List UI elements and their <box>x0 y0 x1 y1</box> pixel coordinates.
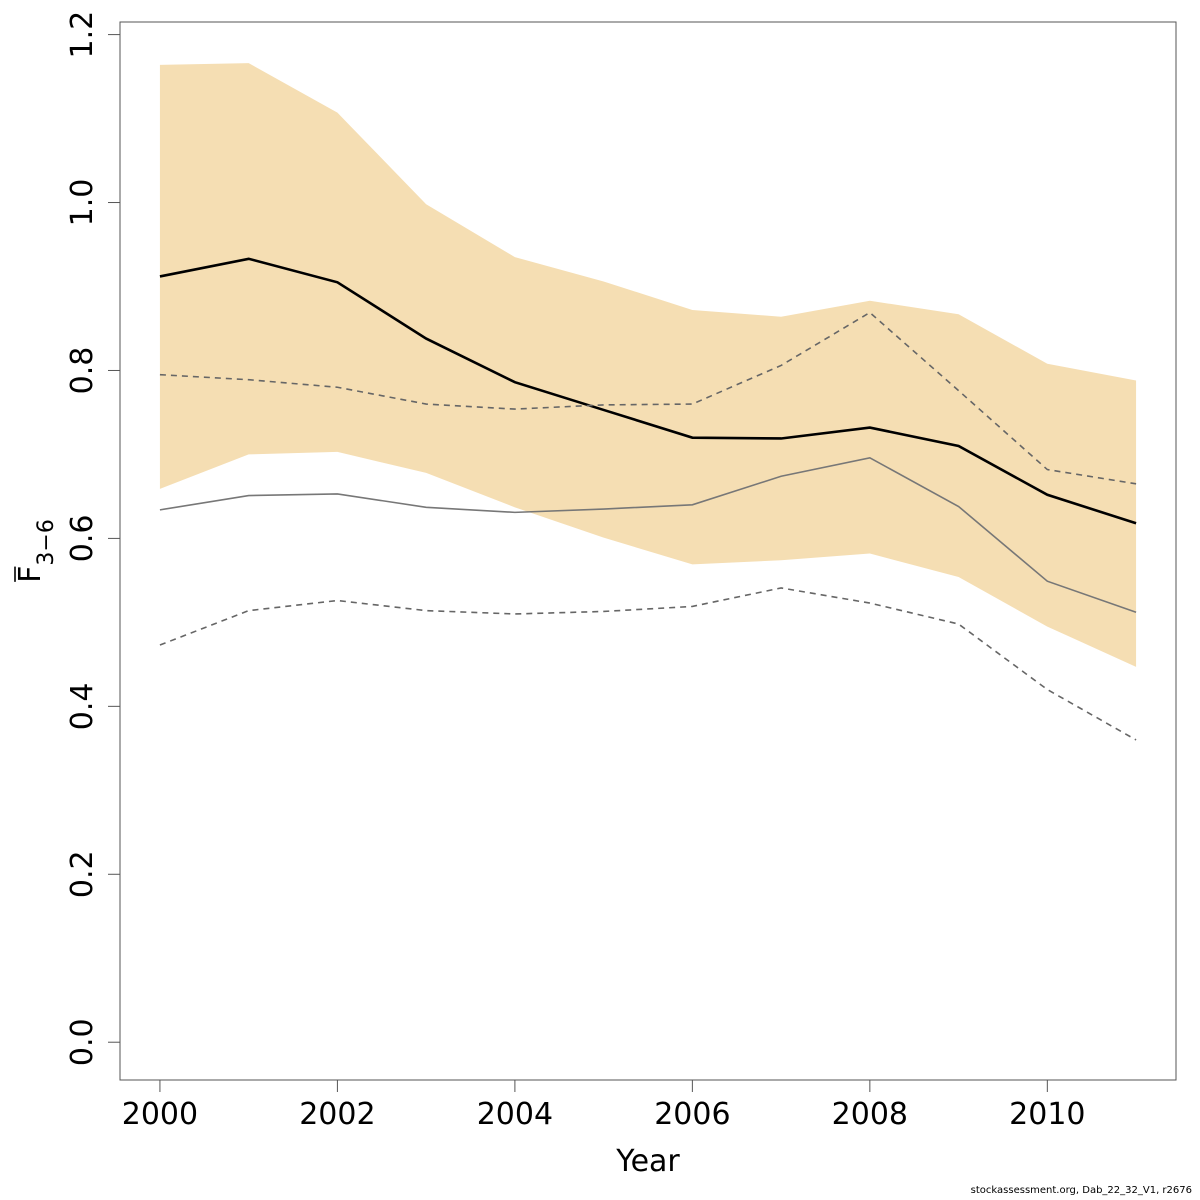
footer-credit: stockassessment.org, Dab_22_32_V1, r2676 <box>970 1185 1192 1196</box>
series-layer <box>159 257 1137 741</box>
lower-dashed-line <box>159 587 1137 741</box>
y-tick-label: 0.2 <box>65 850 100 898</box>
y-axis: 0.0 0.2 0.4 0.6 0.8 1.0 1.2 <box>65 11 121 1066</box>
y-axis-title-subscript: 3−6 <box>34 519 59 565</box>
y-tick-label: 1.0 <box>65 179 100 227</box>
x-tick-label: 2002 <box>299 1097 375 1132</box>
y-axis-title: F3−6 <box>13 519 59 583</box>
x-tick-label: 2000 <box>122 1097 198 1132</box>
x-tick-label: 2004 <box>477 1097 553 1132</box>
x-axis-title: Year <box>615 1144 680 1179</box>
y-tick-label: 0.8 <box>65 347 100 395</box>
upper-dashed-line <box>159 311 1137 485</box>
y-tick-label: 0.4 <box>65 682 100 730</box>
x-tick-label: 2006 <box>654 1097 730 1132</box>
estimate-line <box>159 257 1137 525</box>
y-axis-title-main: F <box>13 566 48 583</box>
y-tick-label: 0.6 <box>65 515 100 563</box>
x-tick-label: 2008 <box>832 1097 908 1132</box>
x-axis: 2000 2002 2004 2006 2008 2010 <box>122 1079 1086 1132</box>
y-tick-label: 0.0 <box>65 1018 100 1066</box>
svg-text:F3−6: F3−6 <box>13 519 59 583</box>
alt-estimate-line <box>159 456 1137 614</box>
confidence-band-layer <box>159 63 1137 667</box>
y-tick-label: 1.2 <box>65 11 100 59</box>
x-tick-label: 2010 <box>1009 1097 1085 1132</box>
confidence-band <box>159 63 1137 667</box>
